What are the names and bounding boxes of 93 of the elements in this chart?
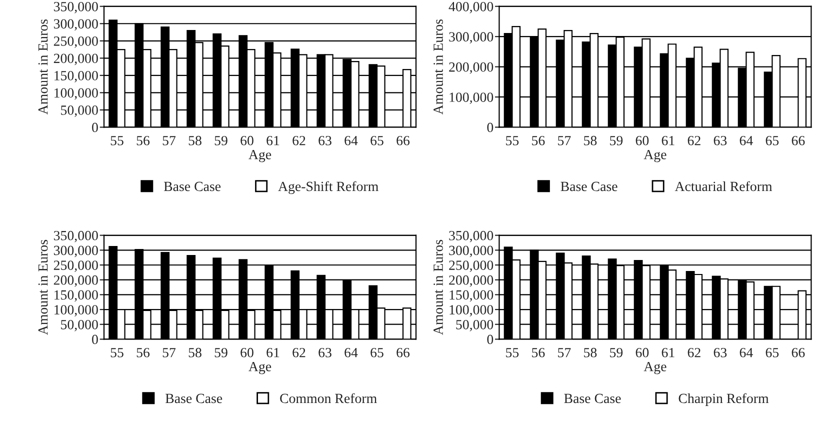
x-tick-label: 65 [766,136,779,146]
y-tick-label: 250,000 [54,260,98,272]
x-tick-label: 61 [662,136,674,146]
x-tick-label: 60 [636,136,649,146]
x-tick-label: 58 [584,136,597,146]
x-tick-label: 56 [136,348,150,358]
legend-label: Charpin Reform [678,393,769,406]
x-tick-label: 62 [688,348,700,358]
x-tick-label: 63 [318,348,332,358]
x-tick-label: 59 [610,136,623,146]
x-tick-label: 62 [292,348,306,358]
y-tick-label: 350,000 [54,230,98,242]
x-tick-label: 64 [344,348,358,358]
x-tick-label: 60 [636,348,649,358]
y-tick-label: 100,000 [450,92,494,104]
y-axis-title: Amount in Euros [434,240,443,335]
y-tick-label: 300,000 [449,32,494,44]
x-tick-label: 59 [214,136,228,146]
x-tick-label: 56 [532,348,545,358]
legend-label: Base Case [164,182,221,192]
x-tick-label: 65 [766,348,779,358]
y-tick-label: 350,000 [54,2,98,14]
x-tick-label: 57 [558,348,571,358]
x-tick-label: 64 [740,348,753,358]
y-axis-title: Amount in Euros [38,240,48,335]
y-tick-label: 200,000 [449,62,494,74]
x-tick-label: 57 [162,348,176,358]
x-tick-label: 66 [792,136,805,146]
y-tick-label: 0 [487,122,494,132]
x-tick-label: 65 [370,136,384,146]
y-tick-label: 0 [92,334,98,344]
y-tick-label: 400,000 [448,2,494,14]
y-tick-label: 0 [487,334,494,344]
legend-label: Base Case [564,394,621,404]
x-tick-label: 63 [714,136,727,146]
x-axis-title: Age [644,150,666,162]
y-tick-label: 0 [92,122,98,132]
x-tick-label: 66 [396,136,410,146]
x-tick-label: 61 [266,136,280,146]
y-tick-label: 150,000 [54,70,98,82]
x-axis-title: Age [248,362,272,374]
y-tick-label: 200,000 [449,275,494,287]
y-tick-label: 50,000 [61,320,98,332]
x-tick-label: 62 [688,136,700,146]
x-tick-label: 61 [662,348,674,358]
y-axis-title: Amount in Euros [38,19,48,114]
y-tick-label: 100,000 [54,88,98,100]
x-tick-label: 57 [162,136,176,146]
y-tick-label: 50,000 [456,320,494,332]
y-tick-label: 150,000 [450,290,494,302]
y-tick-label: 300,000 [449,246,494,258]
x-tick-label: 58 [188,348,202,358]
legend-label: Common Reform [280,393,377,404]
y-tick-label: 350,000 [449,230,494,242]
y-tick-label: 150,000 [54,290,98,302]
x-tick-label: 66 [792,348,805,358]
x-axis-title: Age [644,362,666,374]
x-tick-label: 58 [188,136,202,146]
x-tick-label: 57 [558,136,571,146]
legend-label: Actuarial Reform [674,181,772,192]
y-tick-label: 200,000 [54,54,98,66]
x-tick-label: 62 [292,136,306,146]
x-tick-label: 55 [110,136,124,146]
x-tick-label: 55 [506,136,519,146]
x-tick-label: 64 [344,136,358,146]
x-tick-label: 64 [740,136,753,146]
y-tick-label: 300,000 [54,246,98,258]
x-tick-label: 63 [714,348,727,358]
x-tick-label: 59 [610,348,623,358]
x-tick-label: 59 [214,348,228,358]
x-tick-label: 66 [396,348,410,358]
y-tick-label: 200,000 [54,275,98,287]
y-tick-label: 100,000 [450,305,494,316]
legend-label: Base Case [166,394,222,404]
y-axis-title: Amount in Euros [434,19,443,114]
legend-label: Age-Shift Reform [278,181,378,194]
x-tick-label: 60 [240,136,254,146]
x-tick-label: 60 [240,348,254,358]
x-tick-label: 65 [370,348,384,358]
x-tick-label: 55 [506,348,519,358]
y-tick-label: 100,000 [54,305,98,316]
y-tick-label: 250,000 [449,260,494,272]
x-tick-label: 56 [136,136,150,146]
y-tick-label: 250,000 [54,36,98,48]
x-tick-label: 61 [266,348,280,358]
x-tick-label: 58 [584,348,597,358]
y-tick-label: 300,000 [54,19,98,31]
y-tick-label: 50,000 [61,106,98,117]
x-axis-title: Age [248,150,272,162]
x-tick-label: 56 [532,136,545,146]
legend-label: Base Case [560,182,618,192]
x-tick-label: 63 [318,136,332,146]
x-tick-label: 55 [110,348,124,358]
